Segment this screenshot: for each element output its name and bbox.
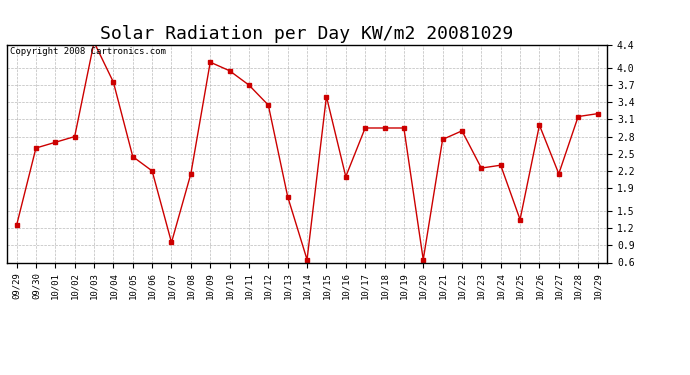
Text: Copyright 2008 Cartronics.com: Copyright 2008 Cartronics.com — [10, 47, 166, 56]
Title: Solar Radiation per Day KW/m2 20081029: Solar Radiation per Day KW/m2 20081029 — [101, 26, 513, 44]
